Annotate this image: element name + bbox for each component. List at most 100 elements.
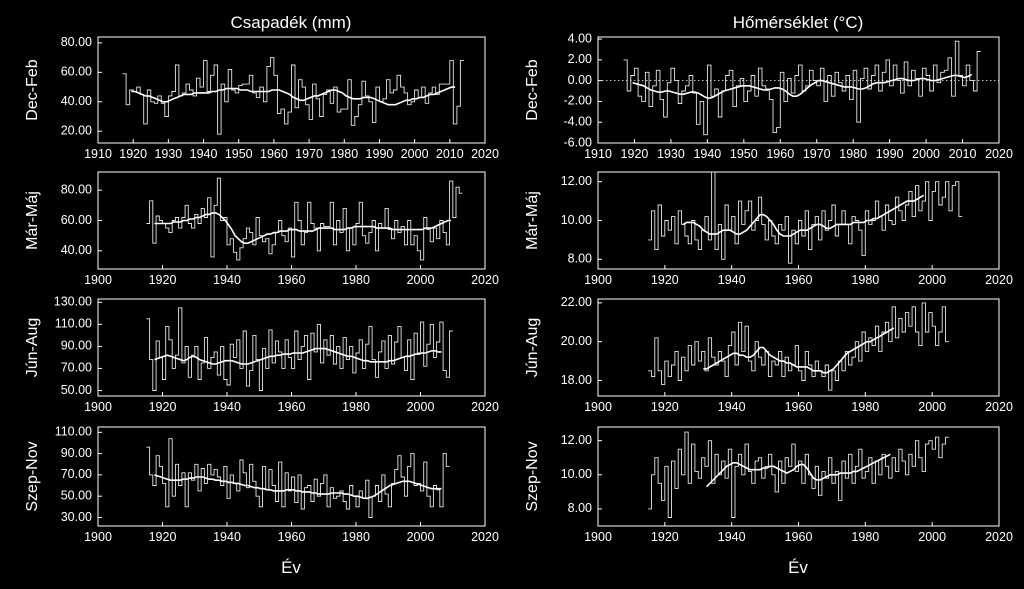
x-tick-label: 1970 [803,147,831,161]
x-tick-label: 2000 [407,530,435,544]
x-tick-label: 1940 [213,273,241,287]
y-tick-label: 130.00 [54,295,92,309]
x-tick-label: 1980 [342,530,370,544]
annual-series-line [623,40,981,136]
season-label: Szep-Nov [524,441,541,511]
x-tick-label: 1900 [84,530,112,544]
x-tick-label: 1940 [693,147,721,161]
precipitation-x-axis-label: Év [281,558,301,577]
panel-p-szep-nov: Szep-Nov 30.00 50.00 70.00 90.00 110.00 1900 19… [24,425,499,544]
y-tick-label: 20.00 [61,124,92,138]
smoothed-trend-line [154,347,442,365]
x-tick-label: 1920 [651,530,679,544]
season-label: Szep-Nov [24,441,41,511]
x-tick-label: 1900 [584,273,612,287]
temperature-x-axis-label: Év [788,558,808,577]
y-tick-label: 110.00 [55,425,92,439]
y-tick-label: 50.00 [61,488,92,502]
x-tick-label: 2000 [407,400,435,414]
y-tick-label: 12.00 [561,433,592,447]
season-label: Jún-Aug [24,318,41,378]
y-tick-label: 8.00 [568,501,592,515]
x-tick-label: 1920 [149,530,177,544]
x-tick-label: 1900 [84,400,112,414]
x-tick-label: 2010 [436,147,464,161]
y-tick-label: 60.00 [61,213,92,227]
x-tick-label: 1920 [119,147,147,161]
y-tick-label: 70.00 [61,467,92,481]
panel-p-dec-feb: Dec-Feb 20.00 40.00 60.00 80.00 1910 1920 1930 1… [24,35,499,161]
y-tick-label: 2.00 [568,52,592,66]
x-tick-label: 1940 [718,400,746,414]
x-tick-label: 1950 [730,147,758,161]
annual-series-line [146,438,450,518]
x-tick-label: 1920 [651,273,679,287]
x-tick-label: 1920 [149,273,177,287]
annual-series-line [146,177,463,261]
x-tick-label: 1910 [584,147,612,161]
x-tick-label: 2000 [407,273,435,287]
x-tick-label: 1940 [718,530,746,544]
x-tick-label: 1900 [584,400,612,414]
y-tick-label: 50.00 [61,383,92,397]
x-tick-label: 1930 [657,147,685,161]
x-tick-label: 1920 [621,147,649,161]
smoothed-trend-line [131,86,456,106]
x-tick-label: 1990 [876,147,904,161]
season-label: Már-Máj [24,191,41,250]
x-tick-label: 2010 [949,147,977,161]
season-label: Már-Máj [524,191,541,250]
x-tick-label: 1970 [295,147,323,161]
precipitation-column-title: Csapadék (mm) [231,13,352,32]
y-tick-label: -2.00 [564,94,593,108]
x-tick-label: 2000 [918,400,946,414]
x-tick-label: 1990 [366,147,394,161]
x-tick-label: 1960 [785,273,813,287]
x-tick-label: 1980 [851,400,879,414]
annual-series-line [648,431,949,518]
x-tick-label: 1920 [651,400,679,414]
y-tick-label: 0.00 [568,73,592,87]
panel-t-jun-aug: Jún-Aug 18.00 20.00 22.00 1900 1920 1940 1960 19… [524,295,1013,414]
x-tick-label: 2020 [985,147,1013,161]
x-tick-label: 1960 [260,147,288,161]
y-tick-label: 40.00 [61,94,92,108]
y-tick-label: 10.00 [561,213,592,227]
panel-p-jun-aug: Jún-Aug 50.00 70.00 90.00 110.00 130.00 1900 19… [24,295,499,414]
x-tick-label: 1980 [342,273,370,287]
y-tick-label: 22.00 [561,295,592,309]
y-tick-label: 18.00 [561,373,592,387]
temperature-column-title: Hőmérséklet (°C) [733,13,864,32]
x-tick-label: 2000 [912,147,940,161]
panel-t-mar-maj: Már-Máj 8.00 10.00 12.00 1900 1920 1940 1960 198… [524,171,1013,287]
y-tick-label: 10.00 [561,467,592,481]
x-tick-label: 2000 [401,147,429,161]
season-label: Dec-Feb [524,59,541,120]
x-tick-label: 1900 [84,273,112,287]
y-tick-label: 70.00 [61,361,92,375]
y-tick-label: -6.00 [564,135,593,149]
x-tick-label: 1960 [785,400,813,414]
x-tick-label: 2020 [471,530,499,544]
annual-series-line [648,302,949,391]
smoothed-trend-line [154,474,442,500]
x-tick-label: 1960 [278,273,306,287]
x-tick-label: 2020 [471,273,499,287]
plot-frame [97,36,486,144]
smoothed-trend-line [632,73,973,100]
x-tick-label: 2020 [471,147,499,161]
x-tick-label: 1960 [278,530,306,544]
annual-series-line [648,171,963,264]
x-tick-label: 1900 [584,530,612,544]
y-tick-label: 60.00 [61,65,92,79]
x-tick-label: 1960 [766,147,794,161]
y-tick-label: -4.00 [564,115,593,129]
x-tick-label: 2020 [471,400,499,414]
x-tick-label: 1940 [213,400,241,414]
x-tick-label: 2000 [918,530,946,544]
x-tick-label: 2020 [985,400,1013,414]
smoothed-trend-line [706,453,891,488]
x-tick-label: 2020 [985,273,1013,287]
